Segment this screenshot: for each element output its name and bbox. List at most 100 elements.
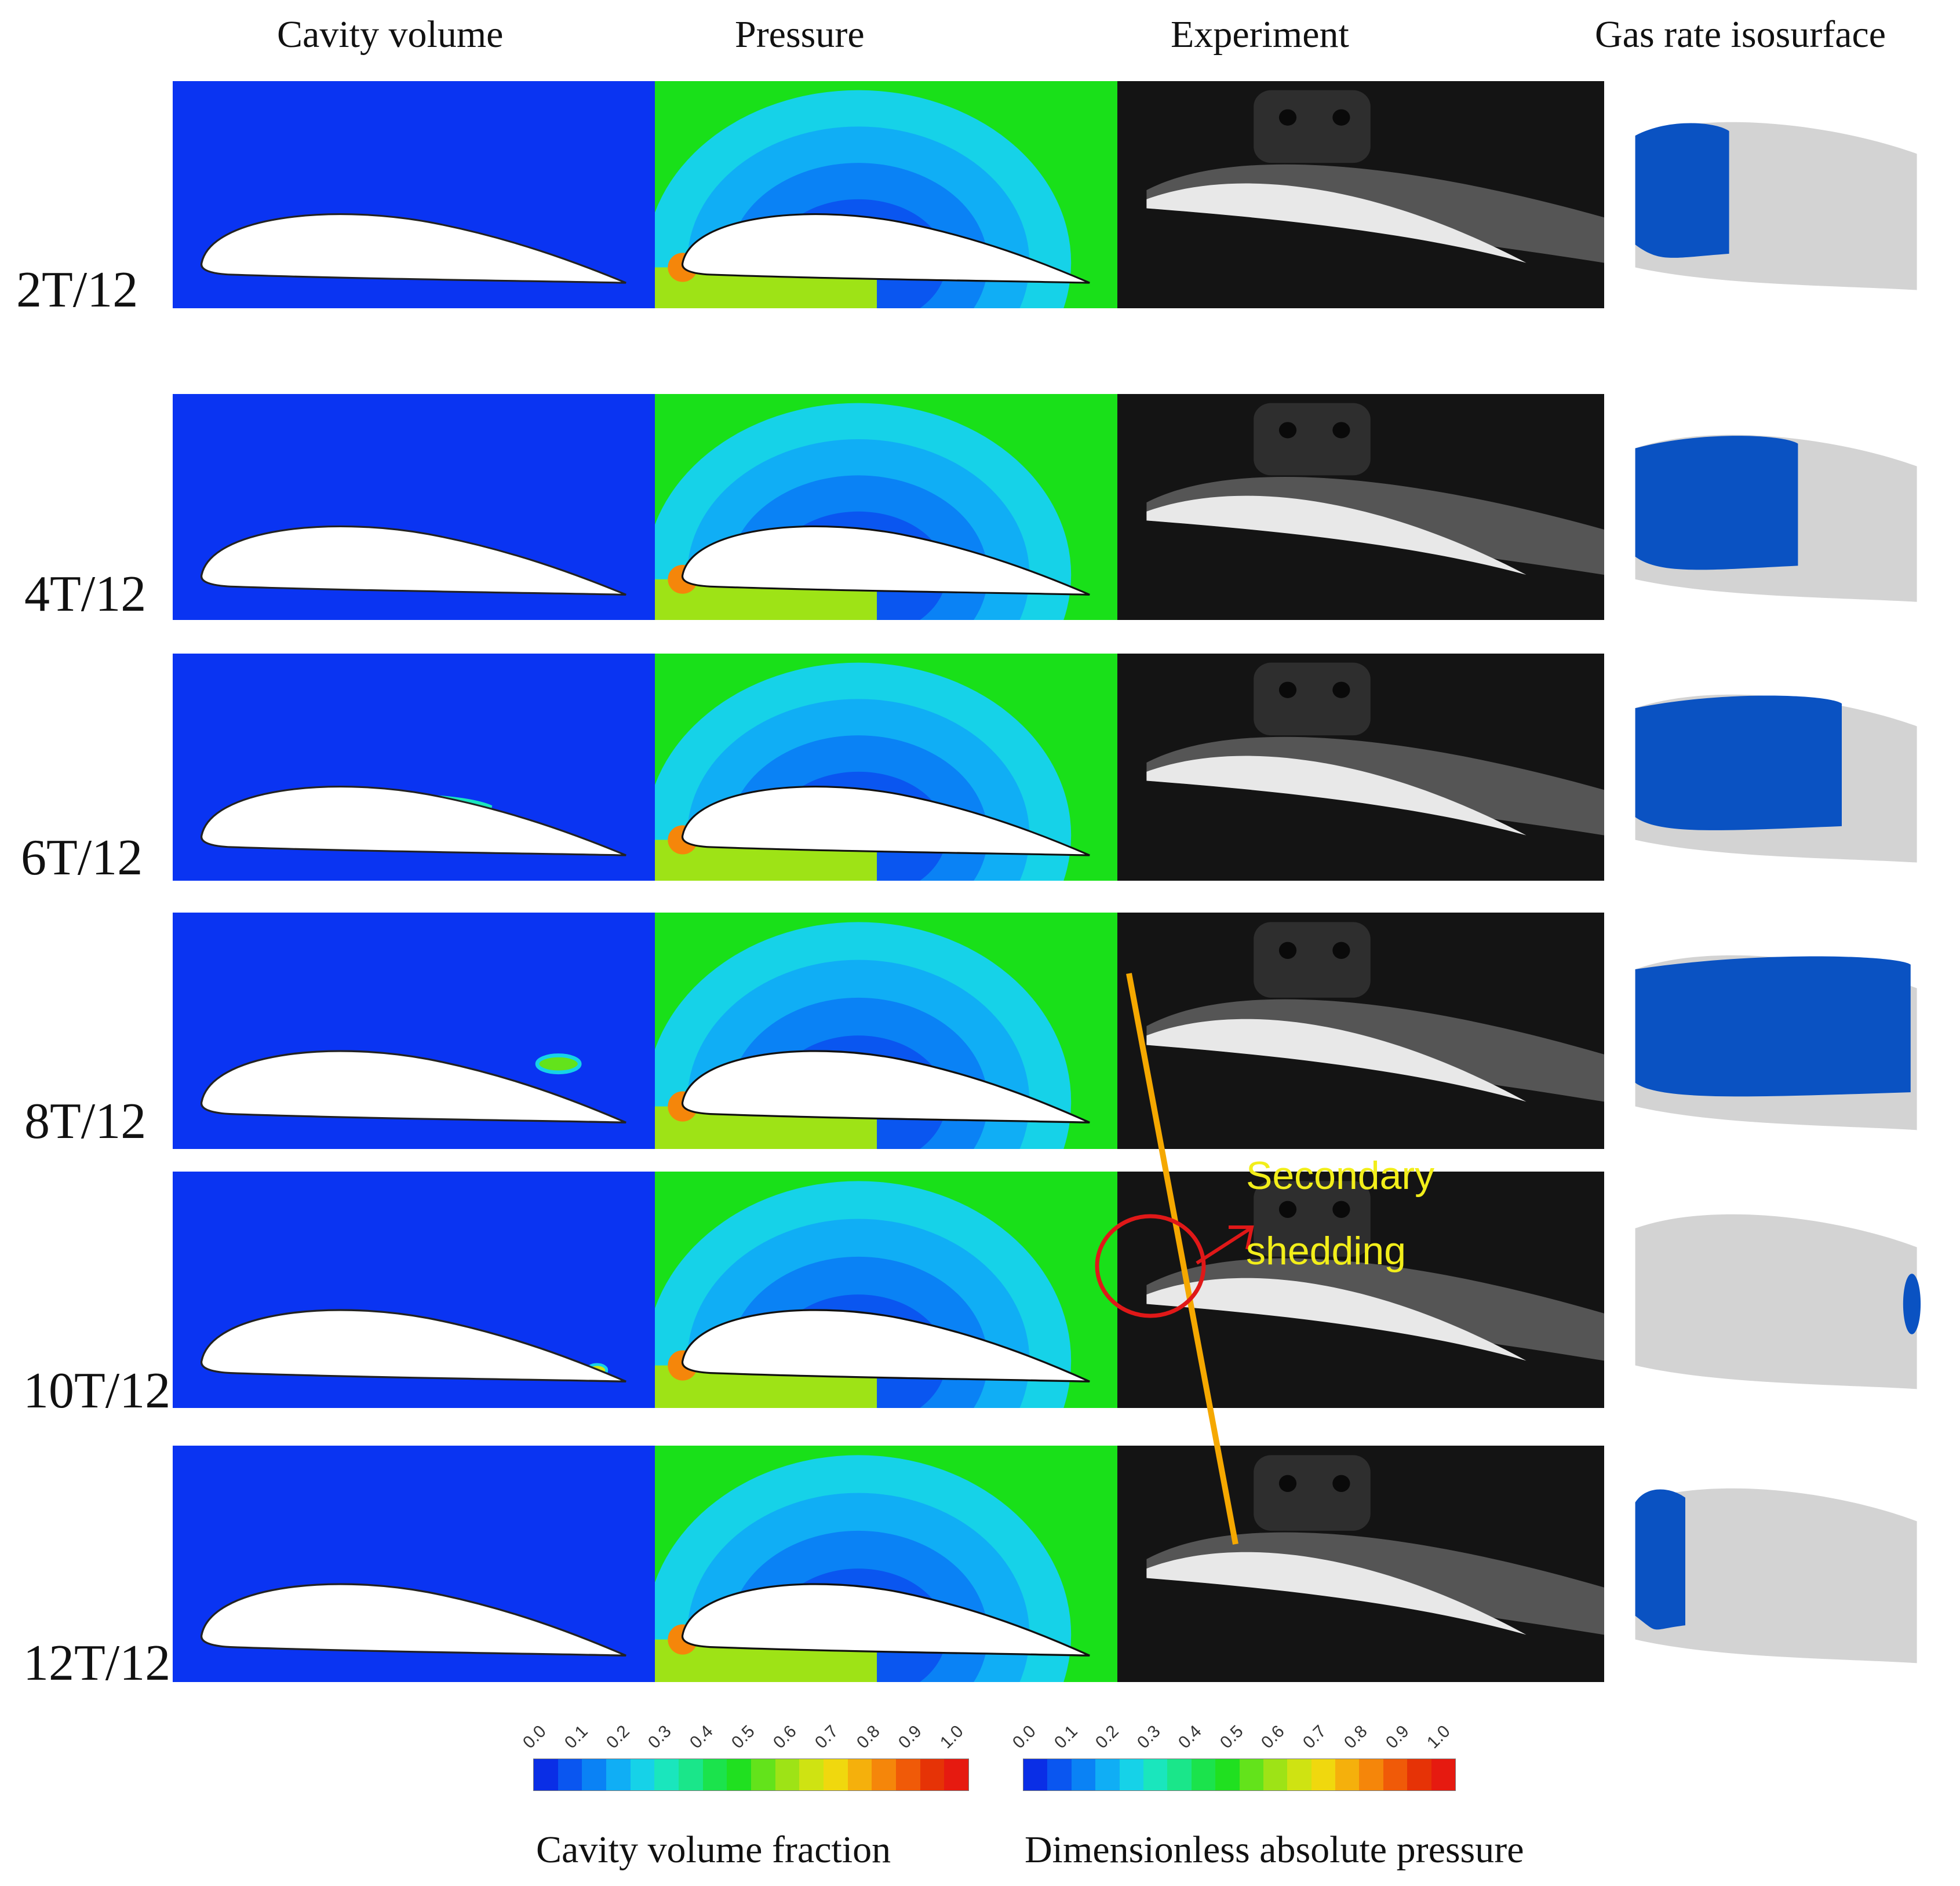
colorbar-tick-5: 0.5: [727, 1721, 759, 1753]
isosurface-panel-6: [1623, 1446, 1936, 1682]
hydrofoil-photo: [1146, 1552, 1527, 1635]
bolt-hole: [1332, 422, 1350, 439]
test-section-frame: [1254, 1181, 1371, 1257]
colorbar-swatch-7: [702, 1759, 727, 1790]
hydrofoil: [200, 1309, 626, 1382]
colorbar-swatch-3: [606, 1759, 631, 1790]
colorbar-swatch-8: [1215, 1759, 1240, 1790]
colorbar-tick-4: 0.4: [686, 1721, 717, 1753]
pressure-colorbar-title: Dimensionless absolute pressure: [1025, 1829, 1524, 1871]
experiment-panel-2: [1117, 394, 1604, 620]
callout-secondary: Secondary: [1246, 1154, 1435, 1198]
column-header-pressure: Pressure: [735, 13, 865, 56]
callout-shedding: shedding: [1246, 1229, 1407, 1273]
colorbar-tick-0: 0.0: [519, 1721, 550, 1753]
pressure-panel-2: [655, 394, 1117, 620]
hydrofoil-photo: [1146, 495, 1527, 575]
cavity-panel-5: [173, 1172, 655, 1408]
row-label-2t12: 2T/12: [16, 262, 139, 318]
isosurface-panel-3: [1623, 654, 1936, 881]
test-section-frame: [1254, 1455, 1371, 1531]
colorbar-swatch-13: [1335, 1759, 1360, 1790]
cavity-colorbar-ticks: 0.0 0.1 0.2 0.3 0.4 0.5 0.6 0.7 0.8 0.9 1.0: [519, 1701, 968, 1753]
experiment-panel-4: [1117, 913, 1604, 1149]
cavity-colorbar: [533, 1759, 969, 1791]
colorbar-swatch-17: [1431, 1759, 1456, 1790]
hydrofoil: [682, 213, 1090, 284]
hydrofoil-photo: [1146, 183, 1527, 263]
test-section-frame: [1254, 403, 1371, 476]
gas-isosurface: [1635, 1489, 1685, 1630]
colorbar-tick-9: 0.9: [894, 1721, 926, 1753]
hydrofoil: [682, 786, 1090, 856]
colorbar-swatch-12: [824, 1759, 848, 1790]
colorbar-swatch-15: [1383, 1759, 1408, 1790]
isosurface-panel-1: [1623, 81, 1936, 308]
colorbar-swatch-9: [1239, 1759, 1263, 1790]
gas-isosurface: [1635, 956, 1911, 1097]
bolt-hole: [1278, 109, 1297, 126]
column-header-cavity-volume: Cavity volume: [277, 13, 504, 56]
test-section-frame: [1254, 922, 1371, 998]
row-label-4t12: 4T/12: [24, 566, 147, 622]
colorbar-tick-10: 1.0: [1423, 1721, 1454, 1753]
colorbar-swatch-16: [920, 1759, 945, 1790]
hydrofoil-photo: [1146, 1278, 1527, 1361]
colorbar-tick-4: 0.4: [1174, 1721, 1205, 1753]
experiment-panel-5: [1117, 1172, 1604, 1408]
gas-isosurface: [1635, 436, 1798, 570]
colorbar-swatch-11: [799, 1759, 824, 1790]
bolt-hole: [1278, 1475, 1297, 1492]
test-section-frame: [1254, 662, 1371, 736]
row-label-8t12: 8T/12: [24, 1093, 147, 1150]
colorbar-tick-8: 0.8: [853, 1721, 884, 1753]
colorbar-tick-8: 0.8: [1340, 1721, 1371, 1753]
bolt-hole: [1332, 1201, 1350, 1218]
colorbar-swatch-2: [582, 1759, 607, 1790]
bolt-hole: [1332, 681, 1350, 698]
isosurface-panel-5: [1623, 1172, 1936, 1408]
colorbar-tick-10: 1.0: [936, 1721, 967, 1753]
colorbar-swatch-0: [534, 1759, 558, 1790]
colorbar-swatch-1: [558, 1759, 582, 1790]
colorbar-swatch-12: [1311, 1759, 1336, 1790]
colorbar-swatch-5: [1143, 1759, 1168, 1790]
colorbar-swatch-8: [727, 1759, 752, 1790]
shed-cloud: [535, 1053, 582, 1075]
pressure-panel-6: [655, 1446, 1117, 1682]
hydrofoil: [200, 213, 626, 284]
colorbar-swatch-14: [872, 1759, 897, 1790]
hydrofoil: [682, 525, 1090, 596]
colorbar-tick-5: 0.5: [1216, 1721, 1247, 1753]
colorbar-swatch-13: [847, 1759, 872, 1790]
gas-isosurface: [1903, 1274, 1921, 1334]
hydrofoil: [200, 1583, 626, 1657]
test-section-frame: [1254, 90, 1371, 163]
cavity-panel-1: [173, 81, 655, 308]
blade-surface: [1635, 1214, 1917, 1389]
colorbar-swatch-9: [751, 1759, 775, 1790]
cavity-panel-3: [173, 654, 655, 881]
pressure-panel-5: [655, 1172, 1117, 1408]
bolt-hole: [1278, 1201, 1297, 1218]
colorbar-tick-7: 0.7: [1299, 1721, 1330, 1753]
row-label-6t12: 6T/12: [21, 830, 143, 886]
colorbar-swatch-2: [1071, 1759, 1096, 1790]
colorbar-swatch-4: [630, 1759, 655, 1790]
colorbar-swatch-3: [1095, 1759, 1120, 1790]
cavity-colorbar-title: Cavity volume fraction: [536, 1829, 891, 1871]
colorbar-swatch-10: [1263, 1759, 1288, 1790]
pressure-panel-4: [655, 913, 1117, 1149]
bolt-hole: [1278, 422, 1297, 439]
row-label-12t12: 12T/12: [23, 1635, 171, 1691]
gas-isosurface: [1635, 123, 1729, 258]
colorbar-swatch-15: [896, 1759, 920, 1790]
bolt-hole: [1332, 109, 1350, 126]
colorbar-swatch-7: [1191, 1759, 1216, 1790]
pressure-colorbar-ticks: 0.0 0.1 0.2 0.3 0.4 0.5 0.6 0.7 0.8 0.9 1.0: [1009, 1701, 1455, 1753]
colorbar-tick-9: 0.9: [1382, 1721, 1413, 1753]
colorbar-swatch-14: [1359, 1759, 1383, 1790]
hydrofoil-photo: [1146, 1019, 1527, 1102]
hydrofoil: [682, 1050, 1090, 1123]
experiment-panel-6: [1117, 1446, 1604, 1682]
